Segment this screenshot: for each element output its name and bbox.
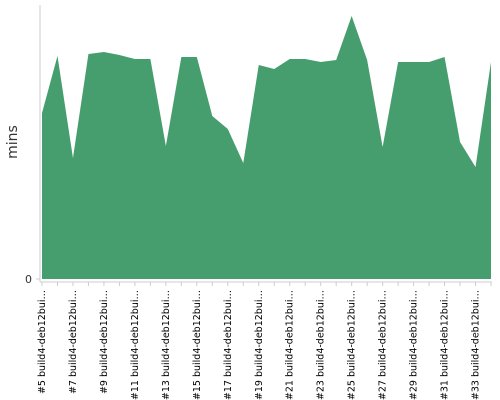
x-tick-label: #7 build4-deb12bui…: [68, 290, 79, 394]
x-tick-label: #15 build4-deb12bui…: [192, 290, 203, 400]
x-tick-label: #5 build4-deb12bui…: [37, 290, 48, 394]
x-tick-label: #17 build4-deb12bui…: [223, 290, 234, 400]
x-tick-label: #29 build4-deb12bui…: [409, 290, 420, 400]
x-tick-label: #27 build4-deb12bui…: [378, 290, 389, 400]
x-tick-label: #21 build4-deb12bui…: [285, 290, 296, 400]
x-tick-label: #9 build4-deb12bui…: [99, 290, 110, 394]
x-tick-label: #11 build4-deb12bui…: [130, 290, 141, 400]
x-tick-label: #13 build4-deb12bui…: [161, 290, 172, 400]
x-tick-label: #19 build4-deb12bui…: [254, 290, 265, 400]
x-tick-label: #33 build4-deb12bui…: [471, 290, 482, 400]
area: [42, 16, 491, 279]
x-tick-label: #25 build4-deb12bui…: [347, 290, 358, 400]
x-tick-label: #23 build4-deb12bui…: [316, 290, 327, 400]
y-tick-label: 0: [25, 273, 32, 286]
x-tick-label: #31 build4-deb12bui…: [440, 290, 451, 400]
y-axis-label: mins: [5, 125, 21, 159]
